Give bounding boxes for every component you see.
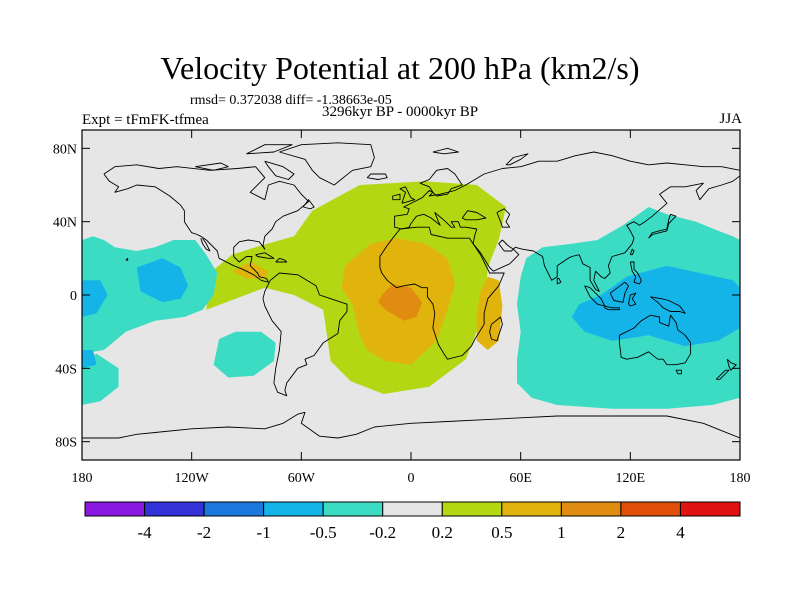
colorbar-swatch <box>501 501 562 517</box>
lon-tick-label: 120W <box>175 471 210 486</box>
colorbar-swatch <box>620 501 681 517</box>
coastline-madagascar <box>489 316 503 342</box>
latitude-axis: 80N 40N 0 40S 80S <box>53 142 740 451</box>
coastline-new-zealand-south <box>715 369 730 380</box>
coastline-newfoundland <box>302 199 315 210</box>
lat-tick-label: 80S <box>55 436 77 451</box>
lon-tick-label: 180 <box>72 471 93 486</box>
coastline-philippines <box>629 261 642 285</box>
colorbar-label: 4 <box>676 523 685 542</box>
colorbar-swatch <box>84 501 146 517</box>
colorbar-label: -4 <box>137 523 152 542</box>
coastline-svalbard <box>432 147 459 155</box>
colorbar-swatch <box>144 501 205 517</box>
coastline-borneo <box>609 281 629 303</box>
colorbar-label: -1 <box>257 523 271 542</box>
plot-title: Velocity Potential at 200 hPa (km2/s) <box>160 50 640 86</box>
anomaly-region <box>82 350 97 369</box>
lon-tick-label: 60E <box>509 471 532 486</box>
coastlines <box>82 142 740 439</box>
colorbar-label: -0.5 <box>310 523 337 542</box>
lat-tick-label: 0 <box>70 289 77 304</box>
coastline-ireland <box>392 193 401 201</box>
coastline-baffin-island <box>264 160 295 180</box>
longitude-axis: 180 120W 60W 0 60E 120E 180 <box>72 130 751 486</box>
coastline-caspian-sea <box>496 208 511 228</box>
coastline-australia <box>618 314 692 366</box>
coastline-sulawesi <box>628 292 637 307</box>
lon-tick-label: 0 <box>408 471 415 486</box>
period-label: 3296kyr BP - 0000kyr BP <box>322 104 479 120</box>
coastline-south-america <box>262 272 348 397</box>
colorbar-swatch <box>679 501 741 517</box>
anomaly-region <box>136 258 188 303</box>
lon-tick-label: 180 <box>730 471 751 486</box>
colorbar-label: 0.2 <box>432 523 453 542</box>
coastline-novaya-zemlya <box>505 153 529 166</box>
colorbar-label: -0.2 <box>369 523 396 542</box>
anomaly-region <box>476 276 503 350</box>
coastline-eurasia <box>394 151 740 292</box>
colorbar-swatch <box>560 501 622 517</box>
coastline-java <box>604 305 620 311</box>
lat-tick-label: 40N <box>53 216 77 231</box>
coastline-antarctica <box>82 411 740 439</box>
colorbar-label: -2 <box>197 523 211 542</box>
anomaly-region <box>231 262 269 279</box>
colorbar-swatch <box>382 501 443 517</box>
colorbar: -4 -2 -1 -0.5 -0.2 0.2 0.5 1 2 4 <box>84 501 741 542</box>
coastline-victoria-island <box>195 162 229 171</box>
colorbar-label: 1 <box>557 523 566 542</box>
anomaly-region <box>571 265 740 347</box>
coastline-hispaniola <box>275 257 288 263</box>
coastline-new-guinea <box>650 296 686 314</box>
colorbar-swatch <box>263 501 324 517</box>
coastline-baja-california <box>200 237 211 252</box>
colorbar-swatch <box>203 501 265 517</box>
coastline-north-america <box>103 164 310 283</box>
lon-tick-label: 60W <box>288 471 316 486</box>
anomaly-region <box>82 280 108 317</box>
stats-text: rmsd= 0.372038 diff= -1.38663e-05 <box>190 93 392 108</box>
coastline-new-zealand-north <box>726 358 737 371</box>
coastline-taiwan <box>629 248 635 256</box>
coastline-japan <box>648 213 677 239</box>
lon-tick-label: 120E <box>616 471 646 486</box>
coastline-sri-lanka <box>556 278 562 285</box>
coastline-ellesmere-island <box>246 144 293 155</box>
anomaly-region <box>82 353 119 405</box>
colorbar-label: 2 <box>617 523 626 542</box>
colorbar-label: 0.5 <box>491 523 512 542</box>
coastline-hawaii <box>125 257 129 261</box>
colorbar-swatch <box>441 501 503 517</box>
coastline-cuba <box>255 252 275 259</box>
anomaly-region <box>213 331 276 378</box>
lat-tick-label: 80N <box>53 142 77 157</box>
coastline-iceland <box>366 173 388 180</box>
lat-tick-label: 40S <box>55 362 77 377</box>
colorbar-swatch <box>322 501 384 517</box>
coastline-tasmania <box>675 369 682 375</box>
coastline-great-britain <box>399 186 416 204</box>
coastline-africa <box>379 226 505 360</box>
experiment-label: Expt = tFmFK-tfmea <box>82 112 209 128</box>
anomaly-region <box>378 284 422 321</box>
coastline-greenland <box>279 142 375 186</box>
season-label: JJA <box>719 111 742 127</box>
coastline-black-sea <box>461 210 487 221</box>
